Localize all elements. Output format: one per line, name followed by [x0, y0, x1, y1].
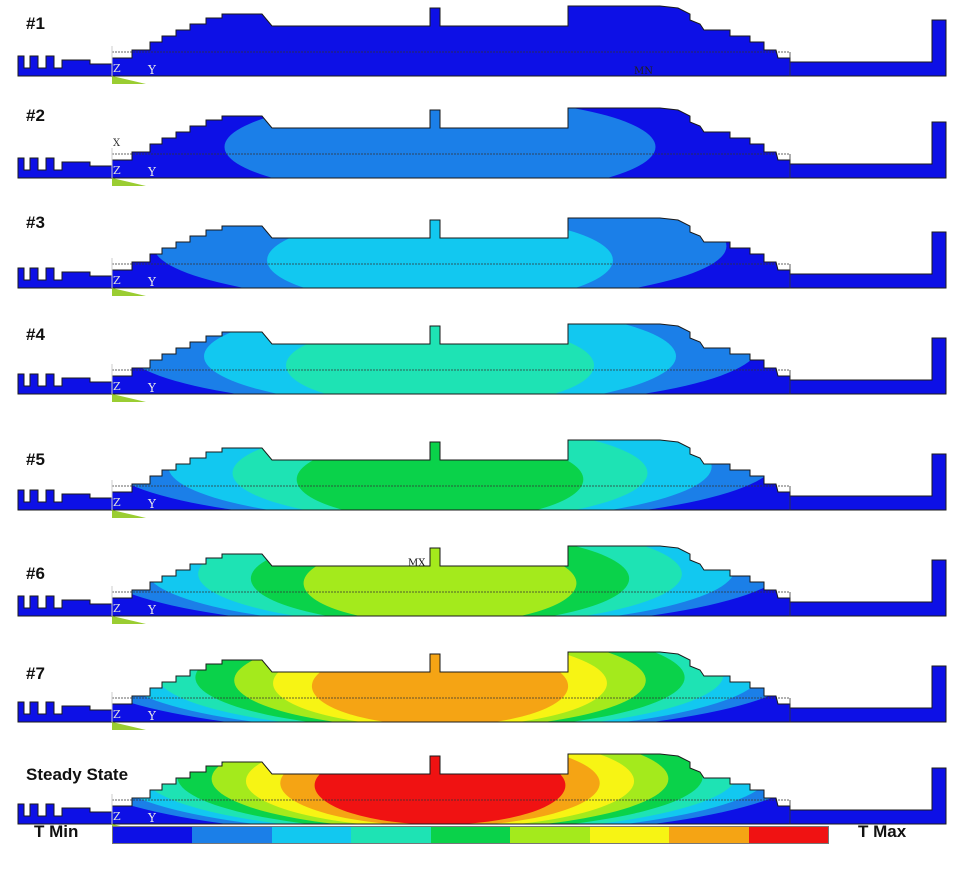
contour-field	[18, 218, 946, 288]
legend-segment-9	[748, 827, 828, 843]
legend-segment-3	[271, 827, 352, 843]
axis-y-label: Y	[147, 709, 157, 723]
body-outline	[17, 753, 947, 825]
axis-z-label: Z	[113, 496, 121, 509]
panel-label-6: #6	[26, 564, 45, 583]
axis-y-label: Y	[147, 63, 157, 77]
legend-segment-5	[430, 827, 511, 843]
color-scale-bar	[112, 826, 829, 844]
contour-panel-6: Z Y MX	[17, 545, 947, 624]
contour-field	[18, 546, 946, 616]
axis-z-label: Z	[113, 708, 121, 721]
contour-field	[18, 6, 946, 76]
axis-triad	[112, 616, 146, 624]
panel-label-7: #7	[26, 664, 45, 683]
contour-field	[18, 324, 946, 394]
legend-segment-7	[589, 827, 670, 843]
axis-y-label: Y	[147, 603, 157, 617]
legend-segment-8	[669, 827, 749, 843]
legend-segment-1	[113, 827, 193, 843]
contour-panel-1: Z Y MN	[17, 5, 947, 84]
axis-triad	[112, 394, 146, 402]
contour-field	[18, 108, 946, 178]
panel-label-steady-state: Steady State	[26, 765, 129, 784]
axis-triad	[112, 722, 146, 730]
axis-triad	[112, 76, 146, 84]
marker-label-mx: MX	[408, 558, 426, 569]
body-outline	[17, 651, 947, 723]
axis-z-label: Z	[113, 602, 121, 615]
axis-x-label: X	[113, 138, 121, 149]
legend-max-label: T Max	[858, 822, 907, 841]
axis-z-label: Z	[113, 62, 121, 75]
body-outline	[17, 5, 947, 77]
axis-y-label: Y	[147, 275, 157, 289]
panel-label-1: #1	[26, 14, 45, 33]
body-outline	[17, 439, 947, 511]
body-outline	[17, 545, 947, 617]
axis-y-label: Y	[147, 497, 157, 511]
contour-field	[18, 440, 946, 510]
axis-y-label: Y	[147, 165, 157, 179]
axis-z-label: Z	[113, 274, 121, 287]
legend-segment-6	[510, 827, 590, 843]
axis-triad	[112, 178, 146, 186]
axis-z-label: Z	[113, 380, 121, 393]
panel-label-2: #2	[26, 106, 45, 125]
axis-triad	[112, 288, 146, 296]
legend-segment-2	[192, 827, 272, 843]
contour-base	[18, 6, 946, 76]
marker-label-mn: MN	[634, 66, 653, 77]
axis-y-label: Y	[147, 381, 157, 395]
axis-y-label: Y	[147, 811, 157, 825]
axis-z-label: Z	[113, 810, 121, 823]
panel-label-5: #5	[26, 450, 45, 469]
body-outline	[17, 323, 947, 395]
legend-min-label: T Min	[34, 822, 79, 841]
legend-segment-4	[351, 827, 431, 843]
contour-field	[18, 754, 946, 824]
axis-triad	[112, 510, 146, 518]
body-outline	[17, 107, 947, 179]
panel-label-4: #4	[26, 325, 45, 344]
body-outline	[17, 217, 947, 289]
contour-field	[18, 652, 946, 722]
panel-label-3: #3	[26, 213, 45, 232]
axis-z-label: Z	[113, 164, 121, 177]
contour-panel-2: Z Y X	[17, 107, 947, 186]
